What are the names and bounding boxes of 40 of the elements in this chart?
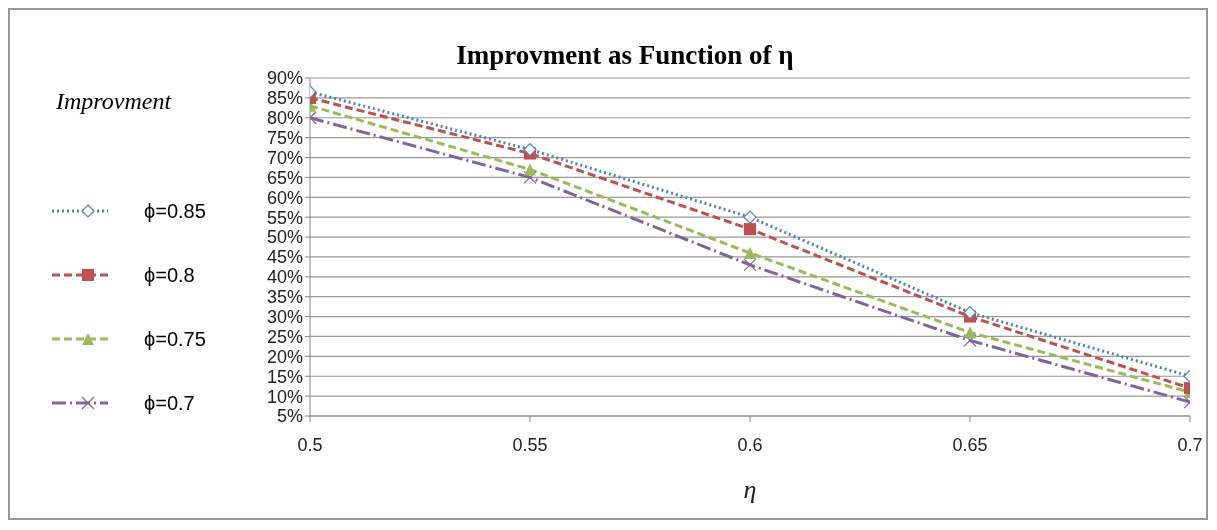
- point: [963, 333, 977, 348]
- y-tick-label: 75%: [266, 128, 303, 149]
- y-tick-label: 45%: [266, 247, 303, 268]
- legend-label: ϕ=0.7: [144, 391, 195, 415]
- y-tick-label: 25%: [266, 326, 303, 347]
- x-tick-label: 0.7: [1177, 434, 1203, 455]
- y-tick-label: 30%: [266, 306, 303, 327]
- x-tick-label: 0.55: [512, 434, 548, 455]
- legend-label: ϕ=0.75: [144, 327, 206, 351]
- x-tick-label: 0.65: [952, 434, 988, 455]
- y-tick-label: 50%: [266, 227, 303, 248]
- y-tick-label: 85%: [266, 88, 303, 109]
- x-axis-title: η: [743, 475, 757, 504]
- point: [523, 170, 537, 185]
- y-tick-label: 15%: [266, 366, 303, 387]
- y-tick-label: 55%: [266, 207, 303, 228]
- point: [744, 223, 756, 236]
- point: [743, 210, 757, 224]
- point: [964, 326, 976, 339]
- legend-label: ϕ=0.85: [144, 199, 206, 223]
- y-tick-label: 90%: [266, 68, 303, 89]
- y-tick-label: 65%: [266, 167, 303, 188]
- legend-label: ϕ=0.8: [144, 263, 195, 287]
- x-tick-label: 0.5: [297, 434, 323, 455]
- y-tick-label: 60%: [266, 187, 303, 208]
- x-tick-label: 0.6: [737, 434, 763, 455]
- point: [524, 163, 536, 176]
- y-tick-label: 70%: [266, 147, 303, 168]
- y-tick-label: 5%: [276, 406, 303, 427]
- y-tick-label: 20%: [266, 346, 303, 367]
- chart-title: Improvment as Function of η: [456, 40, 794, 70]
- legend-title: Improvment: [56, 88, 173, 115]
- y-tick-label: 10%: [266, 386, 303, 407]
- point: [523, 142, 537, 157]
- point: [744, 246, 756, 259]
- y-tick-label: 80%: [266, 108, 303, 129]
- y-tick-label: 35%: [266, 287, 303, 308]
- y-tick-label: 40%: [266, 267, 303, 288]
- point: [963, 306, 977, 320]
- point: [743, 258, 757, 272]
